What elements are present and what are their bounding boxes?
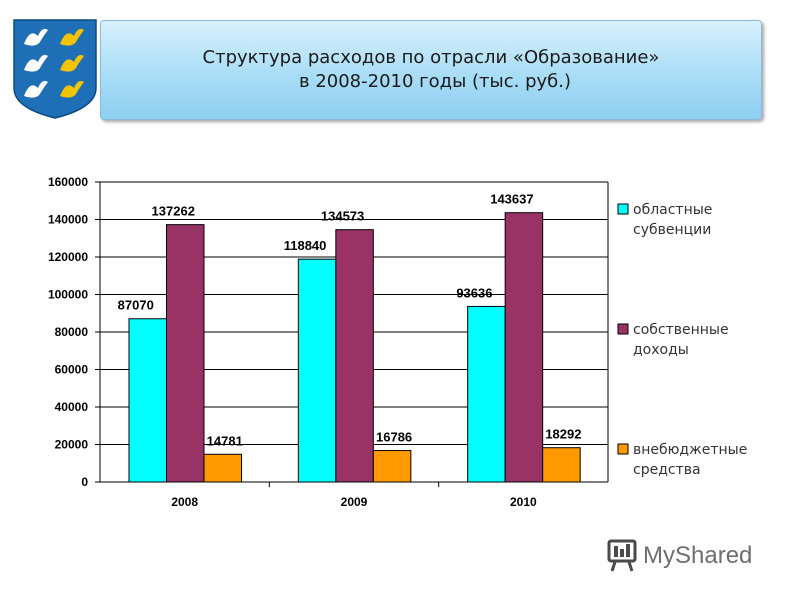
bar-1-1 xyxy=(335,229,374,483)
bar-2-2 xyxy=(542,447,581,483)
y-tick-label: 40000 xyxy=(55,400,89,414)
title-line-2: в 2008-2010 годы (тыс. руб.) xyxy=(299,71,571,92)
bar-chart: 0 20000 40000 60000 80000 100000 120000 140000 1… xyxy=(48,175,747,509)
bird-icon xyxy=(60,54,84,72)
y-tick-label: 140000 xyxy=(48,213,88,227)
legend-swatch xyxy=(617,323,629,335)
bar-2-0 xyxy=(467,305,506,483)
bar-0-1 xyxy=(166,224,205,483)
y-tick-label: 120000 xyxy=(48,250,88,264)
title-line-1: Структура расходов по отрасли «Образован… xyxy=(202,47,660,68)
y-tick-label: 60000 xyxy=(55,363,89,377)
legend: областные субвенции собственные доходы внебю… xyxy=(617,202,747,478)
x-tick-label: 2008 xyxy=(171,495,198,509)
legend-label: внебюджетные xyxy=(633,442,747,458)
legend-label: доходы xyxy=(633,342,689,358)
axes: 0 20000 40000 60000 80000 100000 120000 140000 1… xyxy=(48,175,609,509)
x-tick-label: 2009 xyxy=(341,495,368,509)
bar-0-2 xyxy=(203,453,242,483)
data-label: 18292 xyxy=(545,427,581,442)
data-label: 16786 xyxy=(376,430,412,445)
bird-icon xyxy=(60,28,84,46)
data-label: 93636 xyxy=(456,285,492,300)
data-label: 143637 xyxy=(490,192,533,207)
bar-1-0 xyxy=(297,258,337,483)
bird-icon xyxy=(24,54,48,72)
legend-label: средства xyxy=(633,462,701,478)
y-tick-label: 0 xyxy=(81,475,88,489)
x-tick-label: 2010 xyxy=(510,495,537,509)
data-label: 137262 xyxy=(152,204,195,219)
data-label: 14781 xyxy=(207,433,243,448)
data-label: 118840 xyxy=(284,238,327,253)
legend-label: собственные xyxy=(633,322,729,338)
bird-icon xyxy=(24,28,48,46)
bars xyxy=(128,212,581,483)
bar-1-2 xyxy=(372,450,412,483)
y-tick-label: 100000 xyxy=(48,288,88,302)
watermark-text: MyShared xyxy=(643,542,752,569)
bird-icon xyxy=(24,80,48,98)
bar-2-1 xyxy=(504,212,544,483)
title-banner: Структура расходов по отрасли «Образован… xyxy=(100,20,762,120)
legend-label: областные xyxy=(633,202,712,218)
y-tick-label: 160000 xyxy=(48,175,88,189)
data-label: 87070 xyxy=(118,298,154,313)
bar-0-0 xyxy=(128,318,167,483)
legend-label: субвенции xyxy=(633,222,711,238)
y-tick-label: 80000 xyxy=(55,325,89,339)
data-label: 134573 xyxy=(321,209,364,224)
y-tick-label: 20000 xyxy=(55,438,89,452)
bird-icon xyxy=(60,80,84,98)
myshared-watermark-logo: MyShared xyxy=(607,539,752,572)
legend-swatch xyxy=(617,443,629,455)
legend-swatch xyxy=(617,203,629,215)
data-labels: 87070 137262 14781 118840 134573 16786 93636 14… xyxy=(118,192,582,449)
coat-of-arms-icon xyxy=(13,19,97,119)
